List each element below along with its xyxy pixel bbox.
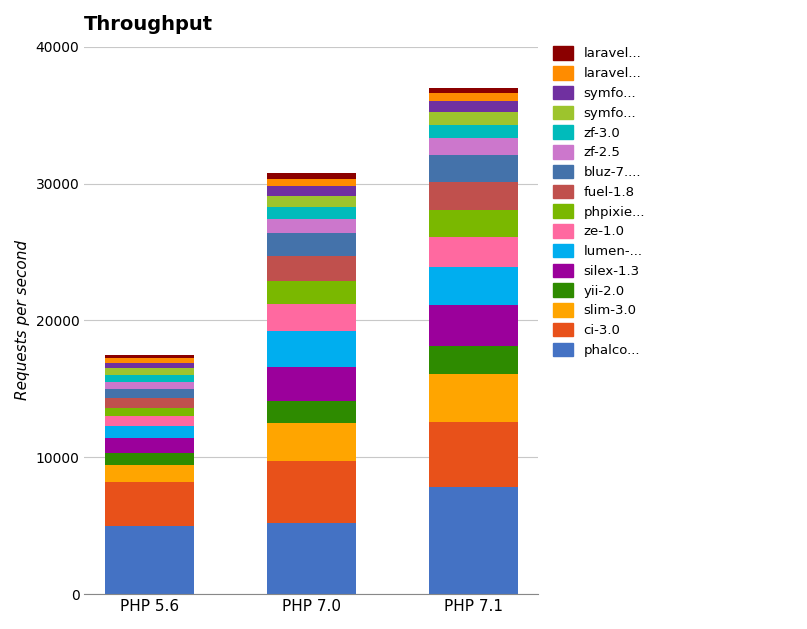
Bar (267, 219, 356, 233)
Bar (105, 465, 194, 482)
Bar (429, 138, 517, 155)
Bar (267, 281, 356, 304)
Bar (267, 173, 356, 179)
Bar (429, 93, 517, 101)
Bar (105, 416, 194, 426)
Bar (429, 305, 517, 347)
Bar (105, 453, 194, 465)
Bar (105, 369, 194, 375)
Bar (267, 367, 356, 401)
Bar (267, 186, 356, 196)
Bar (105, 358, 194, 363)
Bar (105, 382, 194, 389)
Bar (429, 113, 517, 125)
Bar (429, 182, 517, 209)
Bar (429, 237, 517, 267)
Bar (105, 438, 194, 453)
Bar (429, 421, 517, 487)
Bar (429, 267, 517, 305)
Bar (105, 375, 194, 382)
Bar (267, 331, 356, 367)
Bar (267, 196, 356, 207)
Bar (267, 423, 356, 462)
Legend: laravel..., laravel..., symfo..., symfo..., zf-3.0, zf-2.5, bluz-7...., fuel-1.8: laravel..., laravel..., symfo..., symfo.… (550, 42, 649, 361)
Bar (105, 355, 194, 358)
Bar (105, 426, 194, 438)
Bar (105, 482, 194, 526)
Bar (267, 462, 356, 523)
Bar (429, 347, 517, 374)
Bar (105, 526, 194, 594)
Text: Throughput: Throughput (84, 15, 213, 34)
Bar (105, 389, 194, 398)
Bar (267, 523, 356, 594)
Bar (267, 401, 356, 423)
Bar (267, 304, 356, 331)
Bar (267, 207, 356, 219)
Bar (267, 256, 356, 281)
Bar (429, 374, 517, 421)
Bar (105, 408, 194, 416)
Bar (267, 233, 356, 256)
Bar (429, 125, 517, 138)
Bar (105, 363, 194, 369)
Bar (429, 487, 517, 594)
Bar (429, 101, 517, 113)
Bar (429, 87, 517, 93)
Y-axis label: Requests per second: Requests per second (15, 240, 30, 401)
Bar (105, 398, 194, 408)
Bar (267, 179, 356, 186)
Bar (429, 209, 517, 237)
Bar (429, 155, 517, 182)
